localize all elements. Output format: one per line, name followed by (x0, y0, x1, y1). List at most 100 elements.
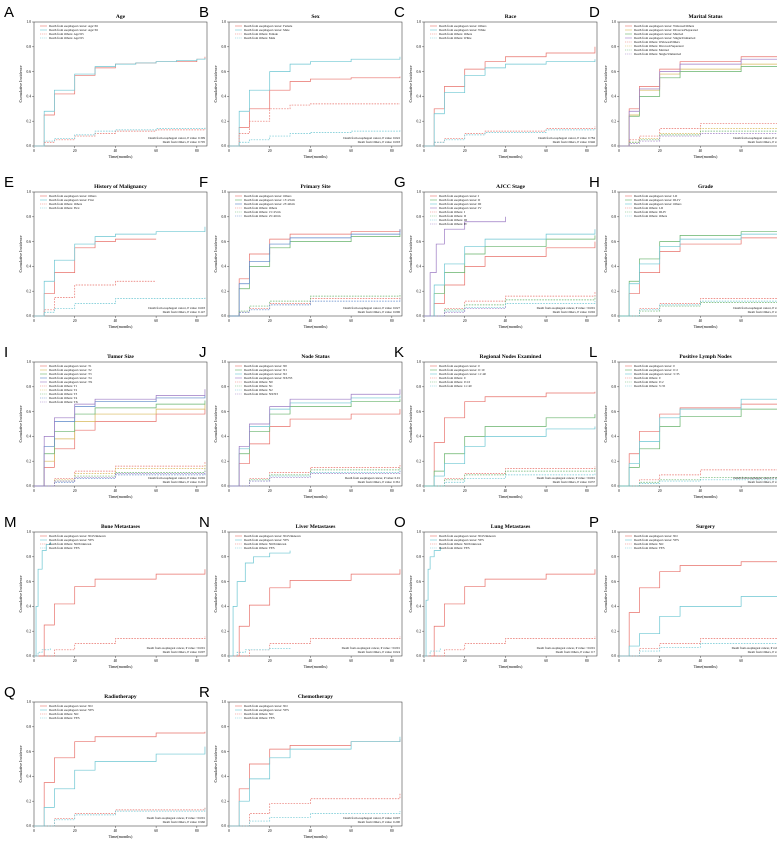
x-tick-label: 0 (423, 489, 425, 493)
chart-panel-p: PSurgery0204060800.00.20.40.60.81.0Time(… (589, 514, 777, 669)
legend-entry: Death from esophageal cancer: 0~2 (634, 368, 678, 372)
legend-entry: Death from Others: Others (49, 202, 83, 206)
p-value-text: Death from Others, P value: 0.705 (163, 140, 206, 145)
x-tick-label: 60 (739, 659, 743, 663)
plot-frame (33, 701, 208, 827)
y-tick-label: 0.8 (27, 45, 32, 49)
y-tick-label: 0.6 (222, 410, 227, 414)
plot-frame (423, 361, 598, 487)
legend-entry: Death from Others: 15~25cm (244, 210, 281, 214)
y-tick-label: 0.8 (222, 45, 227, 49)
y-tick-label: 1.0 (27, 700, 32, 704)
x-tick-label: 40 (699, 659, 703, 663)
legend-entry: Death from Others: NX/N3 (244, 392, 278, 396)
chart-panel-c: C Race 0 20 40 60 80 0.0 0.2 0.4 0.6 0.8 1.0 Time(mon… (394, 4, 598, 159)
legend-entry: Death from esophageal cancer: III (439, 202, 481, 206)
x-axis-label: Time(months) (499, 494, 523, 499)
panel-letter: L (589, 344, 597, 361)
y-tick-label: 0.0 (417, 314, 422, 318)
legend-entry: Death from esophageal cancer: NO/Unknown (244, 534, 301, 538)
series-line (229, 298, 401, 317)
x-tick-label: 60 (544, 489, 548, 493)
chart-title: AJCC Stage (496, 184, 525, 190)
series-line (424, 128, 596, 147)
y-tick-label: 0.8 (222, 215, 227, 219)
panel-letter: H (589, 174, 600, 191)
legend-entry: Death from Others: YES (244, 716, 275, 720)
p-value-text: Death from esophageal cancer, P value: 0… (538, 136, 595, 141)
chart-panel-n: N Liver Metastases 0 20 40 60 80 0.0 0.2 0.4 0.6 0.… (199, 514, 403, 669)
x-tick-label: 0 (618, 659, 620, 663)
series-line (229, 229, 401, 317)
p-value-text: Death from esophageal cancer, P value: 0… (345, 476, 401, 481)
legend-entry: Death from esophageal cancer: YES (49, 538, 94, 542)
legend-entry: Death from esophageal cancer: I-II (634, 194, 677, 198)
legend-entry: Death from Others: 0~2 (634, 380, 664, 384)
legend-entry: Death from Others: YES (244, 546, 275, 550)
y-axis-label: Cumulative Incidence (213, 65, 218, 102)
p-value-text: Death from Others, P value: 0.141 (748, 650, 777, 655)
chart-panel-g: G AJCC Stage 0 20 40 60 80 0.0 0.2 0.4 0.6 0.8 1.0 Ti… (394, 174, 598, 329)
chart-panel-b: B Sex 0 20 40 60 80 0.0 0.2 0.4 0.6 0.8 1.0 Time(mont… (199, 4, 403, 159)
series-line (619, 300, 777, 317)
y-tick-label: 0.0 (222, 314, 227, 318)
series-line (34, 400, 206, 487)
plot-frame (423, 21, 598, 147)
y-axis-label: Cumulative Incidence (603, 235, 608, 272)
legend-entry: Death from esophageal cancer: 25~40cm (244, 202, 295, 206)
chart-title: Radiotherapy (104, 694, 137, 700)
x-tick-label: 20 (463, 149, 467, 153)
legend-entry: Death from Others: YES (439, 546, 470, 550)
legend-entry: Death from esophageal cancer: N1 (244, 368, 287, 372)
series-line (424, 648, 441, 657)
x-tick-label: 40 (699, 319, 703, 323)
series-line (34, 389, 206, 487)
y-axis-label: Cumulative Incidence (603, 405, 608, 442)
panel-letter: D (589, 4, 600, 21)
chart-title: Grade (698, 184, 714, 190)
legend-entry: Death from Others: First (49, 206, 80, 210)
legend-entry: Death from Others: Single/Unmarried (634, 52, 681, 56)
y-tick-label: 0.6 (27, 580, 32, 584)
legend-entry: Death from Others: N2 (244, 388, 273, 392)
x-tick-label: 0 (423, 659, 425, 663)
legend-entry: Death from esophageal cancer: T3 (49, 372, 92, 376)
y-tick-label: 0.0 (612, 314, 617, 318)
legend-entry: Death from Others: NO/Unknown (439, 542, 482, 546)
x-tick-label: 80 (390, 149, 394, 153)
y-tick-label: 0.8 (417, 45, 422, 49)
series-line (424, 426, 596, 487)
x-axis-label: Time(months) (304, 664, 328, 669)
y-tick-label: 0.0 (612, 654, 617, 658)
x-tick-label: 80 (195, 829, 199, 833)
legend-entry: Death from Others: TX (49, 400, 79, 404)
x-axis-label: Time(months) (499, 154, 523, 159)
x-tick-label: 40 (114, 489, 118, 493)
x-tick-label: 20 (658, 149, 662, 153)
y-tick-label: 0.0 (417, 484, 422, 488)
y-tick-label: 0.8 (612, 215, 617, 219)
y-tick-label: 0.4 (417, 435, 422, 439)
y-tick-label: 0.8 (27, 215, 32, 219)
y-tick-label: 0.0 (612, 144, 617, 148)
x-tick-label: 60 (349, 319, 353, 323)
series-line (424, 414, 596, 487)
legend-entry: Death from esophageal cancer: Female (244, 24, 293, 28)
series-line (34, 226, 206, 317)
y-tick-label: 0.4 (417, 605, 422, 609)
series-line (34, 128, 206, 147)
y-axis-label: Cumulative Incidence (213, 235, 218, 272)
chart-panel-i: I Tumor Size 0 20 40 60 80 0.0 0.2 0.4 0.6 0.8 1.0 Ti… (4, 344, 208, 499)
y-tick-label: 0.8 (417, 385, 422, 389)
y-axis-label: Cumulative Incidence (408, 65, 413, 102)
y-tick-label: 0.4 (222, 435, 227, 439)
legend-entry: Death from Others: NO/Unknown (244, 542, 287, 546)
legend-entry: Death from Others: Divorced/Separated (634, 44, 684, 48)
chart-title: Race (505, 14, 517, 20)
y-tick-label: 0.0 (417, 654, 422, 658)
x-axis-label: Time(months) (109, 664, 133, 669)
p-value-text: Death from esophageal cancer, P value: 0… (148, 476, 205, 481)
x-tick-label: 20 (73, 489, 77, 493)
x-tick-label: 80 (585, 319, 589, 323)
panel-letter: Q (4, 684, 16, 701)
